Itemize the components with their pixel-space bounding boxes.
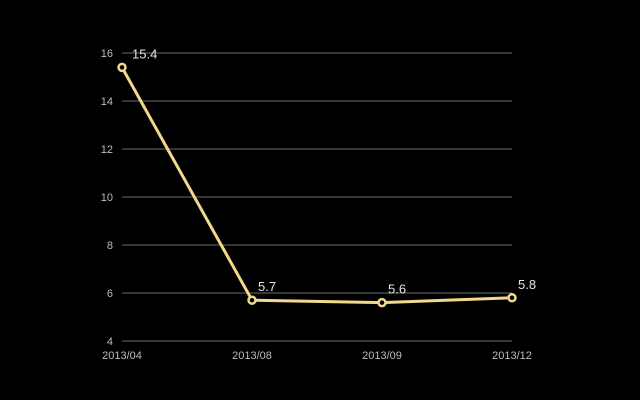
x-tick-label-2013-09: 2013/09 [362,350,402,362]
x-tick-label-2013-08: 2013/08 [232,350,272,362]
data-point-2013-09 [377,297,387,308]
series-layer [117,62,517,308]
y-tick-label-6: 6 [107,288,113,300]
data-labels: 15.4 5.7 5.6 5.8 [132,46,536,296]
data-label-2013-09: 5.6 [388,282,406,297]
data-label-2013-12: 5.8 [518,277,536,292]
y-axis: 4 6 8 10 12 14 16 [101,48,113,348]
data-point-2013-08 [247,295,257,305]
x-tick-label-2013-04: 2013/04 [102,350,142,362]
grid-layer [122,52,512,342]
y-tick-label-16: 16 [101,48,113,60]
y-tick-label-8: 8 [107,240,113,252]
data-point-2013-04 [117,62,127,73]
x-tick-label-2013-12: 2013/12 [492,350,532,362]
data-label-2013-08: 5.7 [258,279,276,294]
data-point-2013-12 [507,293,517,303]
data-label-2013-04: 15.4 [132,46,157,61]
series-line [120,65,514,305]
x-axis: 2013/04 2013/08 2013/09 2013/12 [102,350,532,362]
y-tick-label-10: 10 [101,192,113,204]
y-tick-label-4: 4 [107,336,113,348]
y-tick-label-14: 14 [101,96,113,108]
y-tick-label-12: 12 [101,144,113,156]
